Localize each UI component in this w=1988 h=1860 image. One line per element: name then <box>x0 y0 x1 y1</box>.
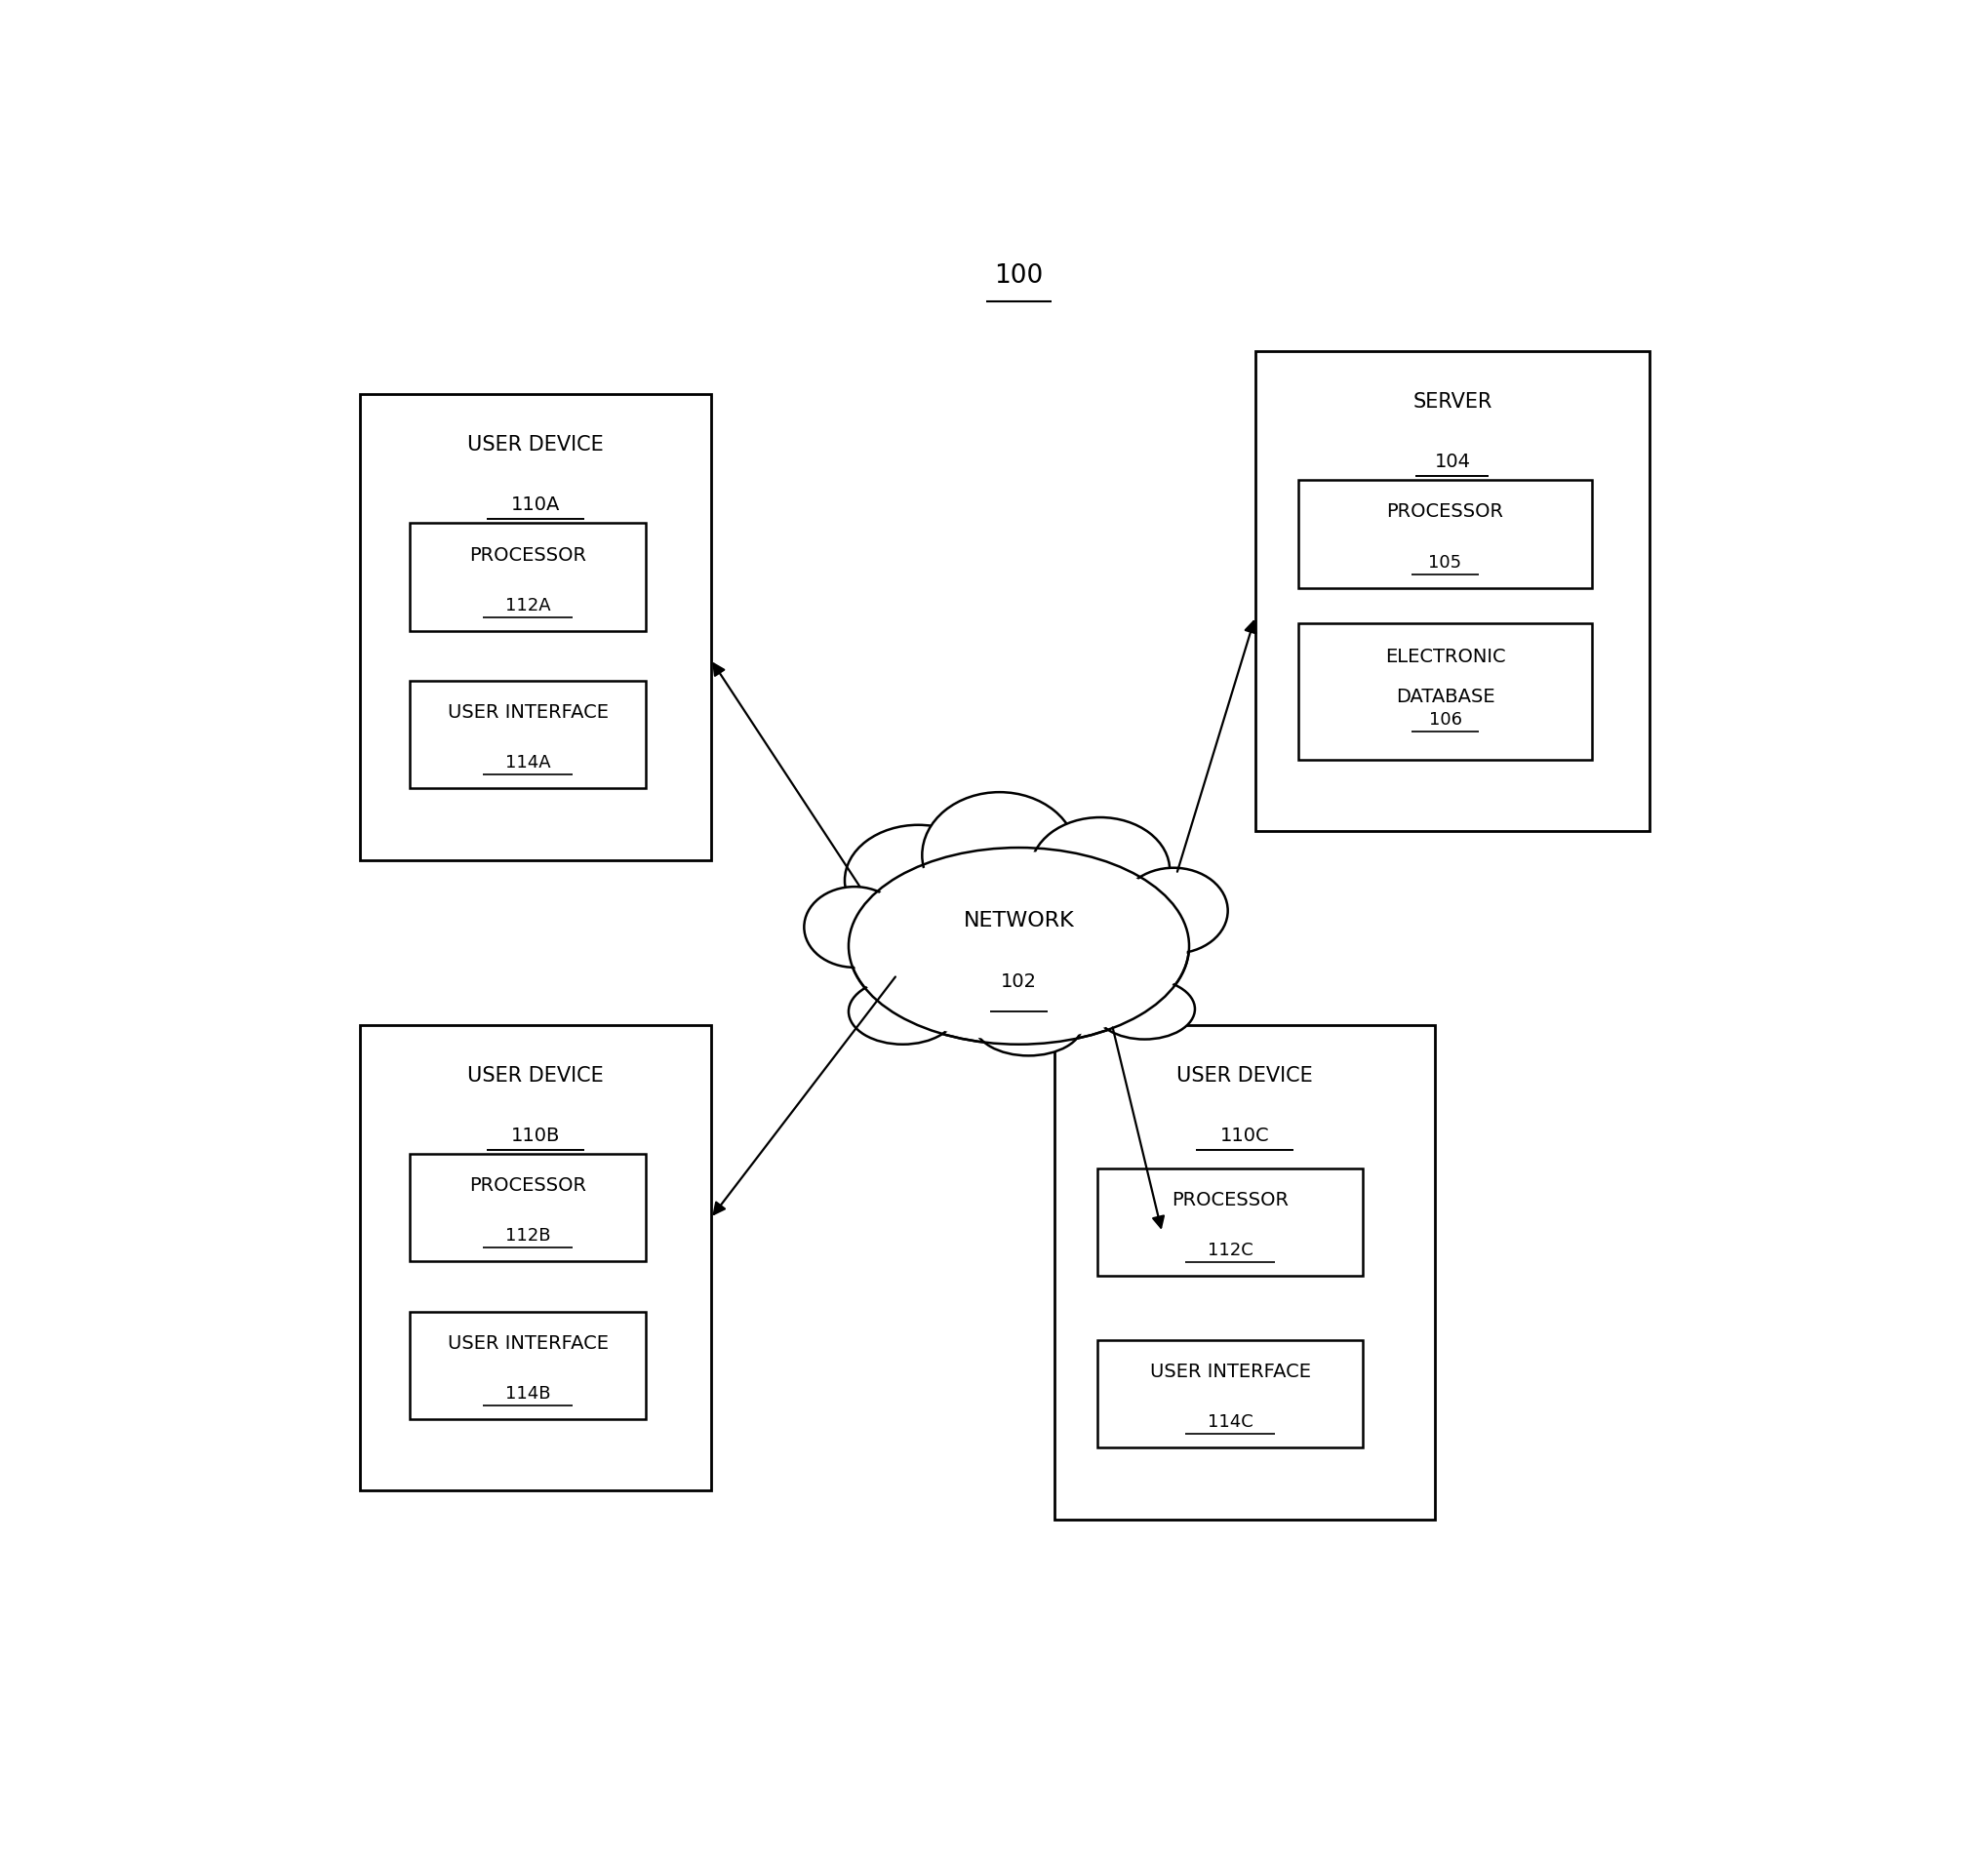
Text: 114A: 114A <box>505 753 551 772</box>
Text: 114C: 114C <box>1207 1412 1252 1430</box>
Text: USER DEVICE: USER DEVICE <box>1177 1066 1312 1084</box>
Text: USER DEVICE: USER DEVICE <box>467 435 602 454</box>
Text: NETWORK: NETWORK <box>964 911 1074 930</box>
Ellipse shape <box>849 978 956 1045</box>
FancyBboxPatch shape <box>410 1311 646 1419</box>
Text: 102: 102 <box>1000 971 1038 990</box>
Text: 100: 100 <box>994 264 1044 288</box>
Ellipse shape <box>1093 978 1195 1040</box>
FancyBboxPatch shape <box>1298 482 1592 588</box>
FancyBboxPatch shape <box>1097 1168 1364 1276</box>
Ellipse shape <box>851 852 1187 1042</box>
Ellipse shape <box>849 848 1189 1045</box>
Text: PROCESSOR: PROCESSOR <box>1171 1190 1288 1209</box>
Text: USER DEVICE: USER DEVICE <box>467 1066 602 1084</box>
Ellipse shape <box>845 826 992 936</box>
Text: PROCESSOR: PROCESSOR <box>469 1176 586 1194</box>
Ellipse shape <box>974 993 1083 1056</box>
Text: DATABASE: DATABASE <box>1396 688 1495 705</box>
Text: 112A: 112A <box>505 597 551 614</box>
FancyBboxPatch shape <box>360 1025 712 1490</box>
Text: USER INTERFACE: USER INTERFACE <box>447 703 608 722</box>
FancyBboxPatch shape <box>360 394 712 861</box>
FancyBboxPatch shape <box>1097 1341 1364 1447</box>
Ellipse shape <box>803 887 905 967</box>
Text: USER INTERFACE: USER INTERFACE <box>1149 1362 1310 1380</box>
Text: 105: 105 <box>1429 552 1461 571</box>
Ellipse shape <box>1030 818 1169 924</box>
FancyBboxPatch shape <box>1254 352 1650 831</box>
FancyBboxPatch shape <box>410 681 646 789</box>
Text: 110A: 110A <box>511 495 561 513</box>
Text: 104: 104 <box>1433 452 1471 471</box>
Text: USER INTERFACE: USER INTERFACE <box>447 1334 608 1352</box>
Text: 112C: 112C <box>1207 1241 1252 1259</box>
Text: PROCESSOR: PROCESSOR <box>1388 502 1503 521</box>
Text: 112B: 112B <box>505 1226 551 1244</box>
FancyBboxPatch shape <box>1056 1025 1435 1520</box>
Ellipse shape <box>853 856 1185 1038</box>
Text: 106: 106 <box>1429 711 1461 729</box>
Text: 110C: 110C <box>1221 1125 1268 1144</box>
FancyBboxPatch shape <box>410 1153 646 1261</box>
Text: PROCESSOR: PROCESSOR <box>469 545 586 564</box>
FancyBboxPatch shape <box>1298 625 1592 761</box>
Text: 110B: 110B <box>511 1125 561 1144</box>
Ellipse shape <box>1119 869 1229 954</box>
Text: ELECTRONIC: ELECTRONIC <box>1386 647 1505 666</box>
FancyBboxPatch shape <box>410 525 646 631</box>
Ellipse shape <box>922 792 1077 919</box>
Text: 114B: 114B <box>505 1384 551 1402</box>
Text: SERVER: SERVER <box>1413 392 1493 411</box>
